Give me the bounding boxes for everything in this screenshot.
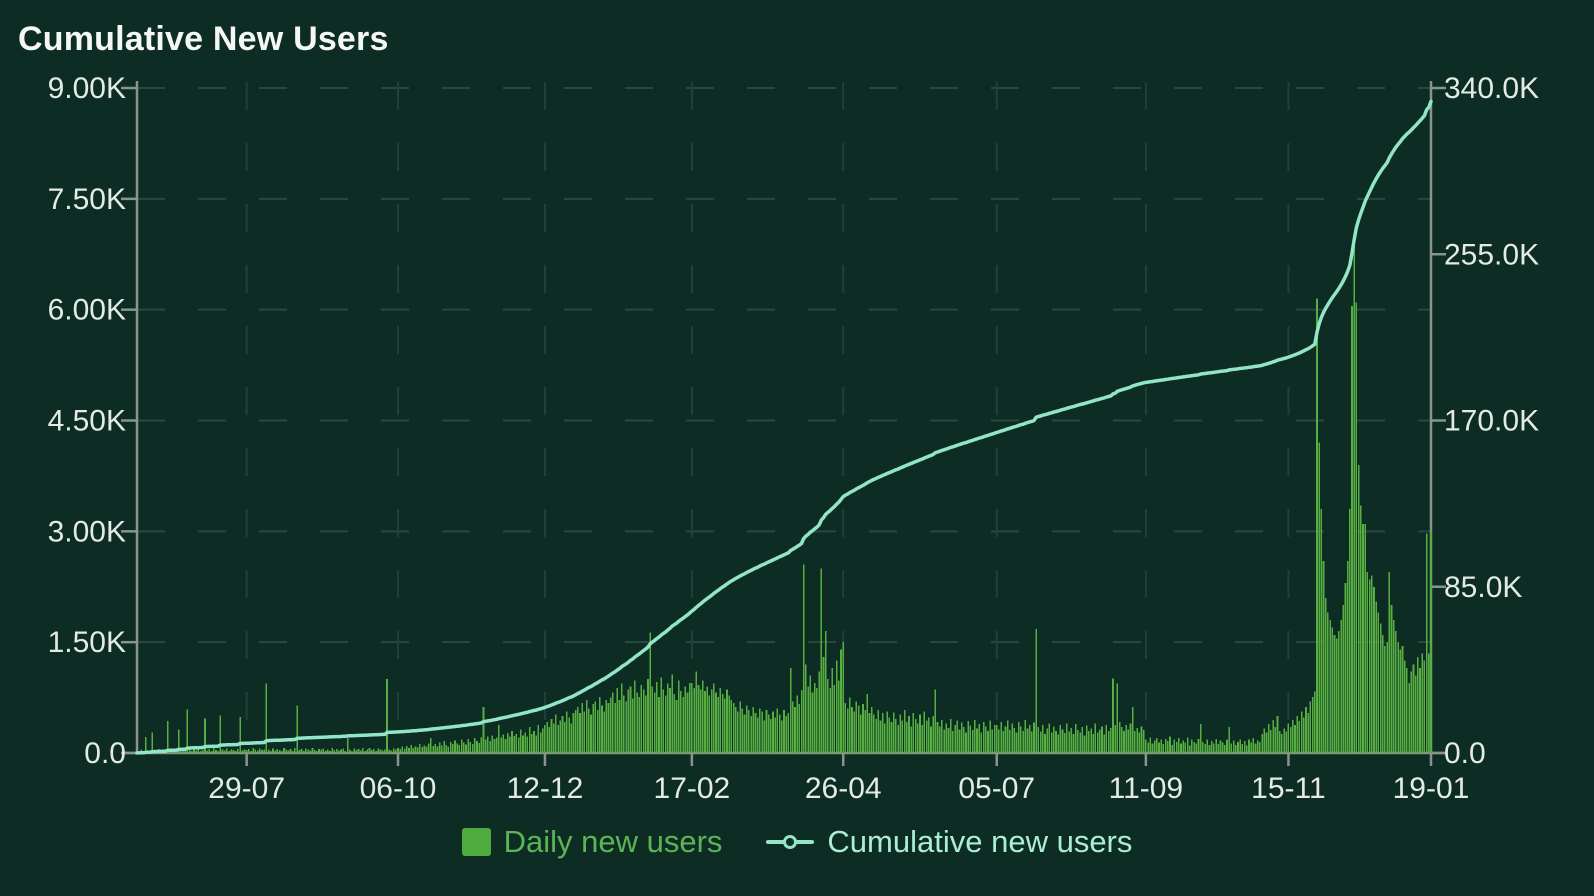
svg-text:19-01: 19-01 [1393,772,1470,805]
svg-text:29-07: 29-07 [208,772,285,805]
svg-text:255.0K: 255.0K [1444,238,1539,271]
svg-text:15-11: 15-11 [1251,772,1326,805]
horizontal-gridlines [137,87,1431,644]
svg-text:4.50K: 4.50K [48,405,126,438]
chart-title: Cumulative New Users [18,20,389,58]
svg-text:06-10: 06-10 [360,772,437,805]
svg-text:1.50K: 1.50K [48,626,126,659]
vertical-gridlines [245,82,1432,753]
svg-text:11-09: 11-09 [1109,772,1184,805]
svg-text:05-07: 05-07 [958,772,1035,805]
svg-text:9.00K: 9.00K [48,72,126,105]
legend-item-daily-new-users[interactable]: Daily new users [461,824,723,859]
cumulative-new-users-line[interactable] [135,99,1433,755]
legend-item-cumulative-new-users[interactable]: Cumulative new users [766,826,1132,857]
svg-text:12-12: 12-12 [507,772,584,805]
svg-text:0.0: 0.0 [1444,737,1486,770]
svg-text:3.00K: 3.00K [48,515,126,548]
svg-text:85.0K: 85.0K [1444,571,1522,604]
x-axis-labels: 29-07 06-10 12-12 17-02 26-04 05-07 11-09 15-11… [208,772,1469,805]
svg-text:17-02: 17-02 [654,772,731,805]
axis-tick-marks [121,86,1446,766]
legend: Daily new users Cumulative new users [0,826,1594,857]
svg-text:170.0K: 170.0K [1444,405,1539,438]
right-axis-labels: 0.0 85.0K 170.0K 255.0K 340.0K [1444,72,1539,770]
axis-lines [121,81,1446,755]
daily-new-users-bars[interactable] [136,239,1432,754]
svg-text:340.0K: 340.0K [1444,72,1539,105]
svg-text:7.50K: 7.50K [48,183,126,216]
legend-label-daily: Daily new users [503,824,723,859]
left-axis-labels: 0.0 1.50K 3.00K 4.50K 6.00K 7.50K 9.00K [48,72,126,770]
svg-text:0.0: 0.0 [84,737,126,770]
svg-text:26-04: 26-04 [805,772,882,805]
cumulative-series-line-marker-icon [766,832,815,852]
daily-series-swatch-icon [461,827,491,856]
svg-text:6.00K: 6.00K [48,294,126,327]
legend-label-cumulative: Cumulative new users [827,824,1133,859]
